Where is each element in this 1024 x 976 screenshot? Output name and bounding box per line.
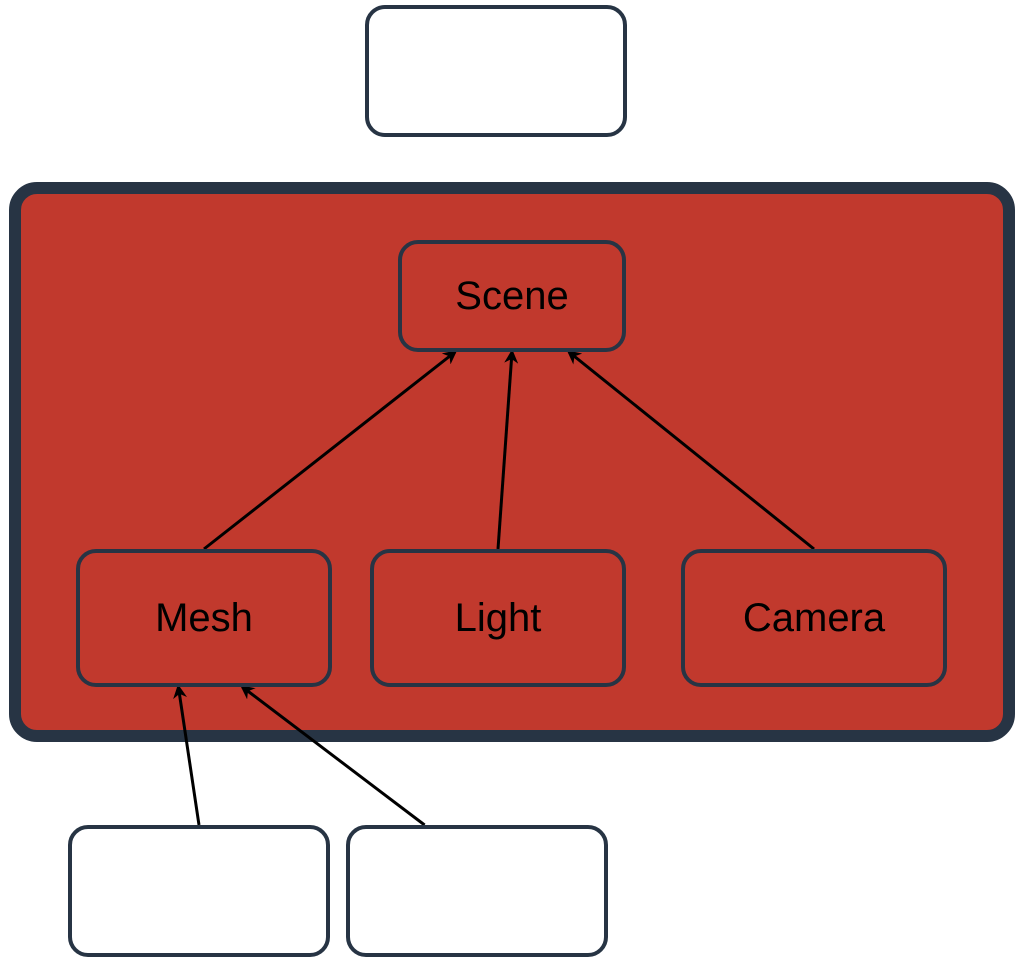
mesh-node: Mesh <box>76 549 332 687</box>
light-label: Light <box>455 596 542 641</box>
scene-label: Scene <box>455 274 568 319</box>
light-node: Light <box>370 549 626 687</box>
bottom-left-node <box>68 825 330 957</box>
camera-label: Camera <box>743 596 885 641</box>
top-blank-node <box>365 5 627 137</box>
mesh-label: Mesh <box>155 596 253 641</box>
camera-node: Camera <box>681 549 947 687</box>
bottom-mid-node <box>346 825 608 957</box>
scene-node: Scene <box>398 240 626 352</box>
